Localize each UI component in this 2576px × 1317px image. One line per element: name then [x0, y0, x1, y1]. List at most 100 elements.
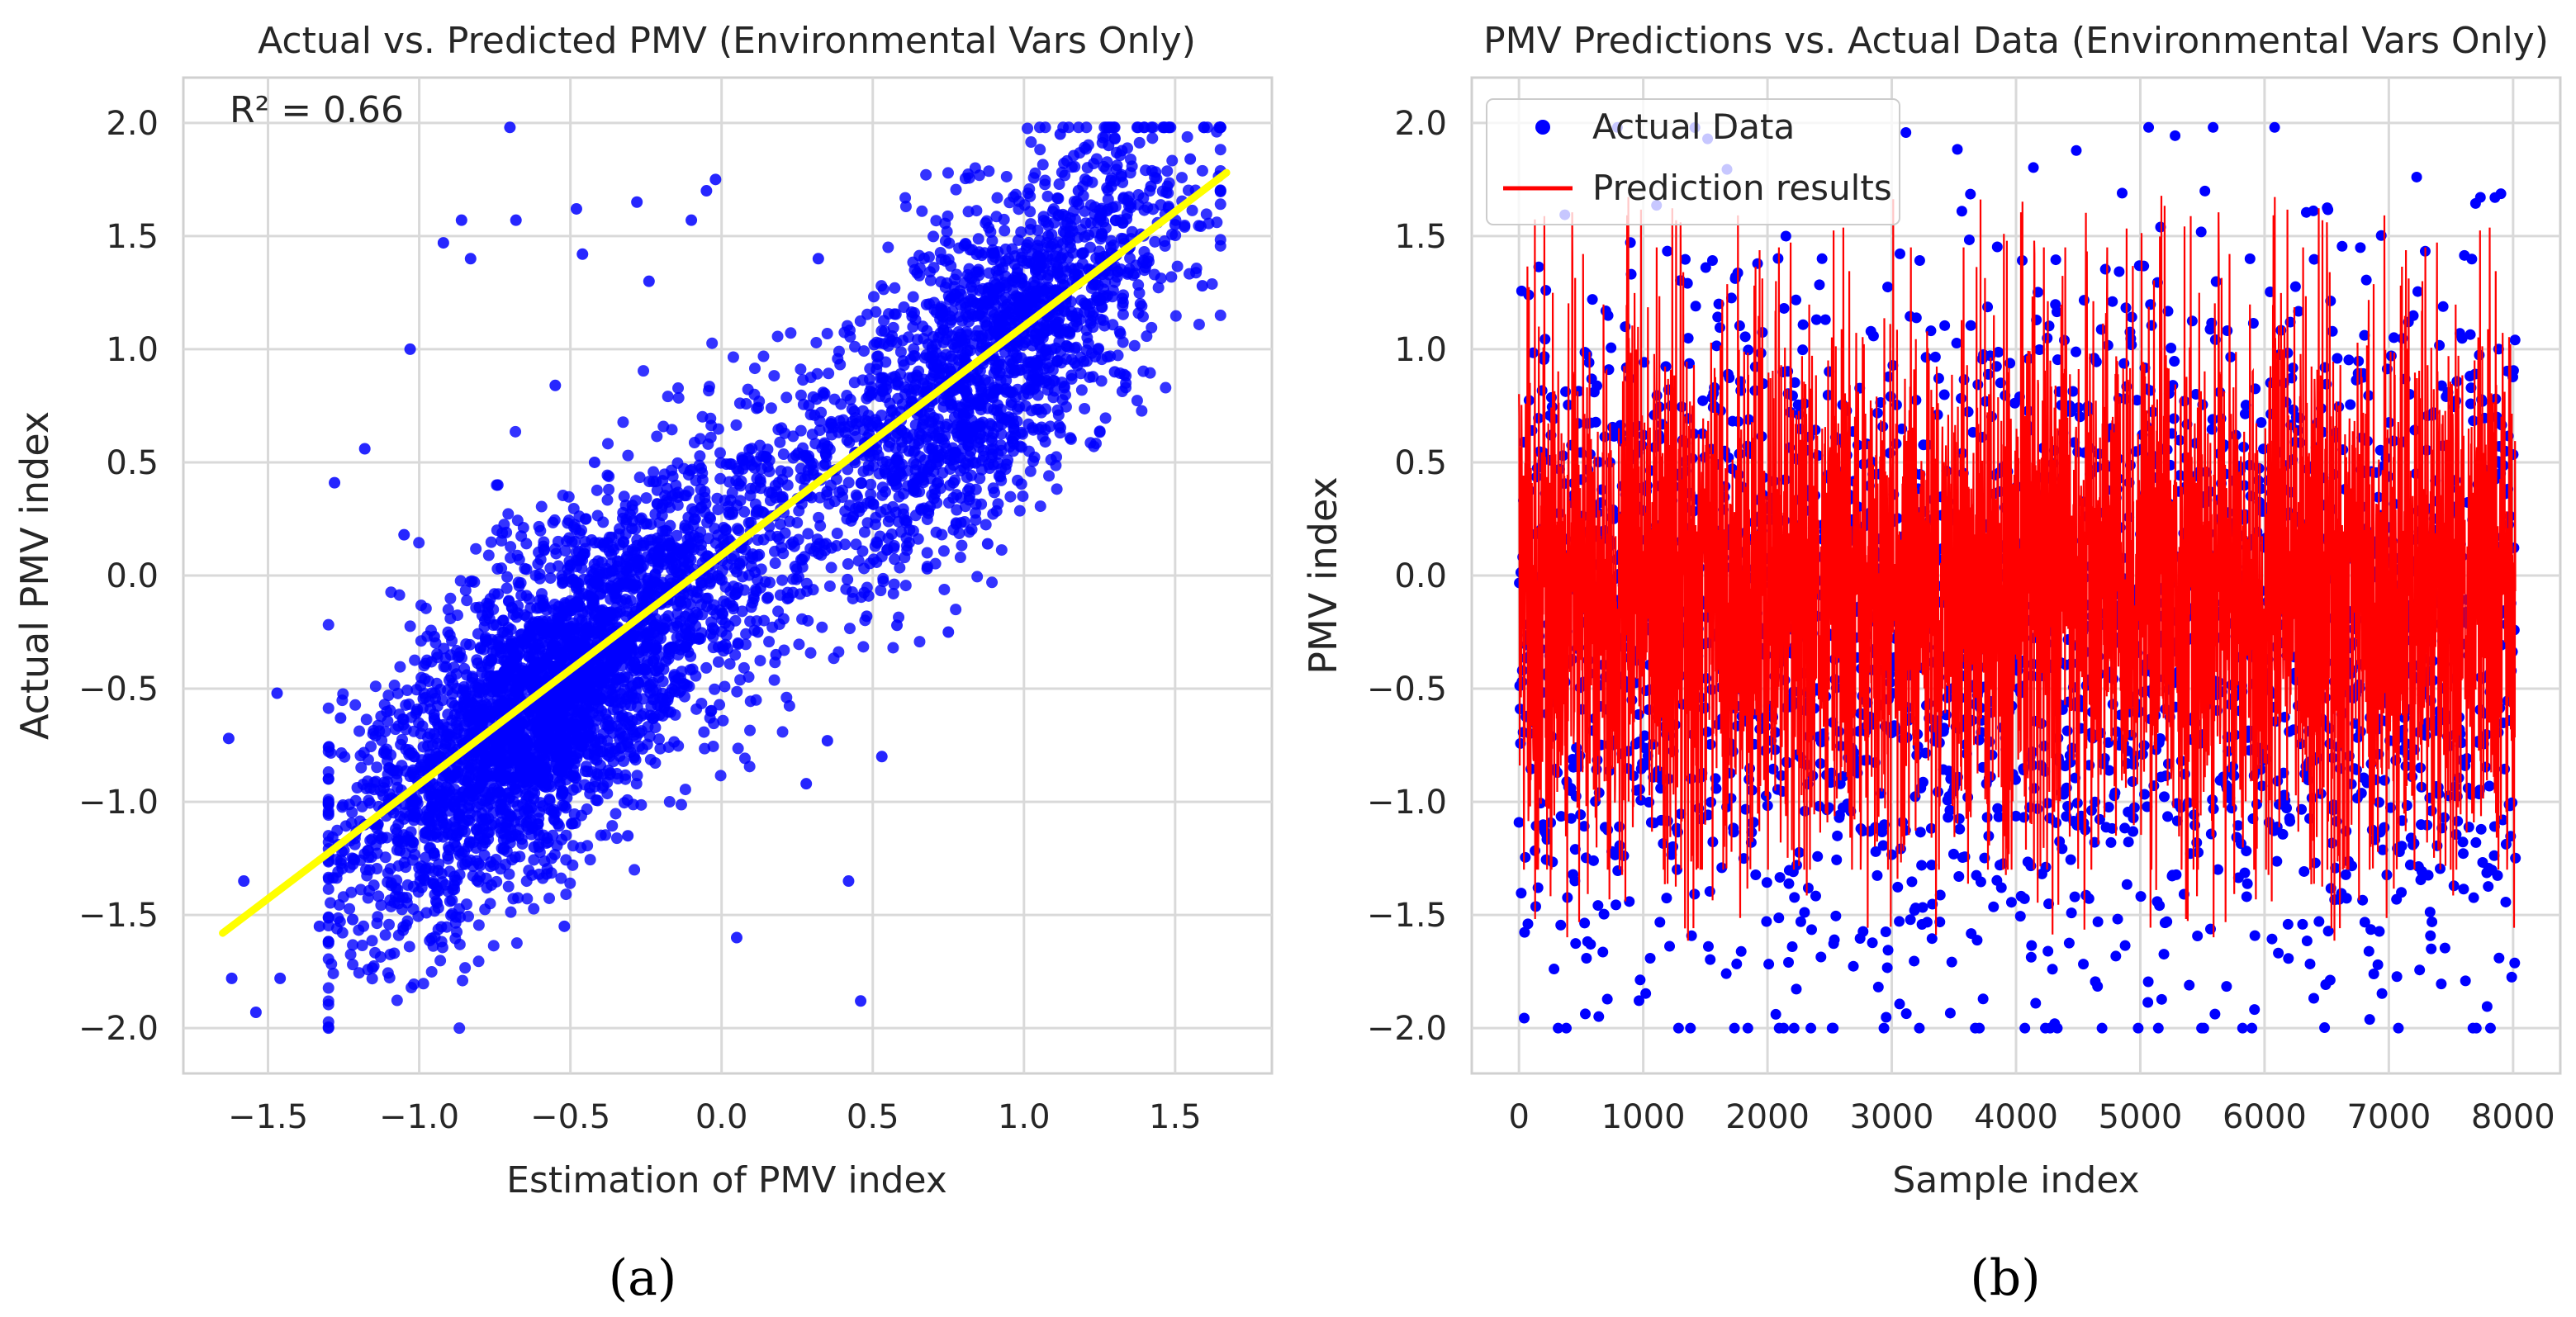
scatter-point [752, 574, 763, 585]
scatter-point [337, 799, 349, 811]
scatter-point [1161, 165, 1173, 177]
scatter-point [379, 699, 391, 710]
scatter-point [838, 421, 850, 433]
scatter-point [737, 605, 748, 617]
scatter-point [942, 211, 954, 222]
scatter-point [1089, 209, 1101, 220]
scatter-point [995, 463, 1007, 475]
scatter-point [344, 903, 355, 915]
scatter-point [800, 778, 812, 789]
scatter-point [1085, 315, 1097, 326]
scatter-point [557, 785, 568, 797]
scatter-point [1032, 358, 1043, 370]
scatter-point [1055, 422, 1066, 433]
scatter-point [323, 619, 334, 631]
scatter-point [579, 536, 591, 547]
scatter-point [874, 468, 885, 480]
scatter-point [745, 695, 757, 707]
scatter-point [1129, 340, 1141, 352]
scatter-point [367, 973, 378, 984]
scatter-point [1016, 252, 1027, 263]
scatter-point [629, 864, 640, 875]
scatter-point [802, 528, 814, 539]
scatter-point [383, 919, 395, 931]
scatter-point [369, 947, 381, 959]
scatter-point [323, 920, 334, 931]
scatter-point [951, 519, 962, 530]
scatter-point [1215, 144, 1226, 155]
scatter-point [996, 544, 1008, 556]
scatter-point [1153, 282, 1165, 293]
scatter-point [986, 576, 998, 588]
scatter-point [1087, 371, 1098, 382]
scatter-point [521, 893, 533, 904]
scatter-point [1048, 203, 1060, 215]
scatter-point [1079, 231, 1090, 243]
scatter-point [491, 854, 502, 865]
scatter-point [709, 623, 720, 635]
scatter-point [532, 616, 543, 628]
scatter-point [585, 854, 596, 865]
scatter-point [538, 855, 550, 867]
scatter-point [946, 314, 957, 325]
scatter-point [744, 725, 756, 737]
scatter-point [745, 483, 757, 495]
scatter-point [541, 628, 553, 639]
scatter-point [511, 937, 523, 949]
scatter-point [940, 255, 951, 267]
scatter-point [951, 184, 962, 196]
scatter-point [1103, 203, 1114, 215]
scatter-point [742, 452, 754, 463]
scatter-point [971, 571, 983, 582]
scatter-point [705, 705, 717, 717]
scatter-point [643, 276, 655, 287]
scatter-point [999, 225, 1010, 236]
scatter-point [793, 534, 804, 546]
scatter-point [818, 460, 829, 471]
scatter-point [1157, 186, 1169, 197]
scatter-point [388, 947, 400, 959]
scatter-point [440, 661, 452, 673]
scatter-point [731, 932, 742, 944]
scatter-point [840, 584, 852, 595]
scatter-point [927, 416, 938, 428]
scatter-point [420, 657, 431, 669]
scatter-point [784, 700, 795, 712]
scatter-point [323, 884, 334, 895]
scatter-point [600, 829, 611, 841]
scatter-point [620, 514, 632, 525]
scatter-point [908, 350, 919, 362]
scatter-point [1138, 246, 1150, 258]
scatter-point [496, 562, 507, 574]
scatter-point [722, 559, 733, 571]
scatter-point [748, 593, 760, 604]
scatter-point [982, 329, 994, 341]
scatter-point [951, 505, 962, 516]
scatter-point [815, 549, 827, 561]
scatter-point [962, 168, 974, 180]
scatter-point [323, 983, 334, 994]
scatter-point [733, 742, 744, 754]
scatter-point [1211, 216, 1222, 228]
scatter-point [676, 799, 687, 811]
scatter-point [1134, 287, 1146, 299]
scatter-point [987, 391, 999, 403]
scatter-point [488, 940, 500, 951]
scatter-point [1048, 217, 1060, 229]
scatter-point [916, 206, 927, 217]
scatter-point [1193, 319, 1205, 330]
scatter-point [570, 817, 581, 829]
scatter-point [1035, 500, 1046, 512]
scatter-point [731, 686, 742, 698]
scatter-point [1116, 169, 1127, 181]
scatter-point [396, 734, 408, 746]
scatter-point [415, 672, 427, 684]
scatter-point [400, 699, 411, 711]
scatter-point [358, 746, 370, 758]
scatter-point [1013, 235, 1024, 246]
scatter-point [749, 362, 761, 374]
scatter-point [461, 595, 472, 606]
scatter-point [993, 369, 1004, 381]
scatter-point [1097, 132, 1108, 144]
scatter-point [518, 522, 529, 533]
